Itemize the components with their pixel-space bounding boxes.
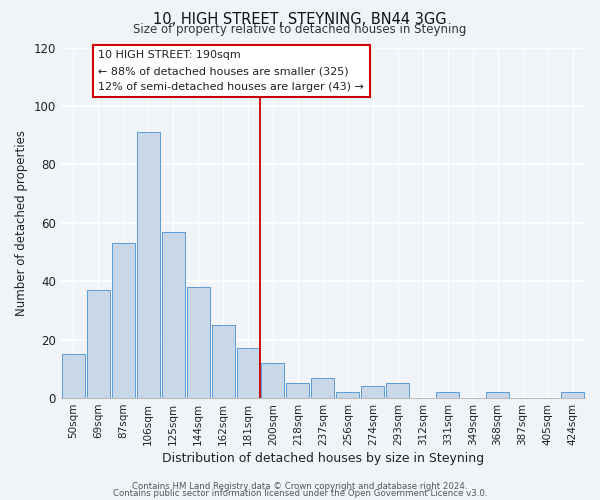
Bar: [337, 392, 359, 398]
Bar: [436, 392, 459, 398]
Bar: [361, 386, 385, 398]
Bar: [161, 232, 185, 398]
X-axis label: Distribution of detached houses by size in Steyning: Distribution of detached houses by size …: [162, 452, 484, 465]
Text: 10 HIGH STREET: 190sqm
← 88% of detached houses are smaller (325)
12% of semi-de: 10 HIGH STREET: 190sqm ← 88% of detached…: [98, 50, 364, 92]
Bar: [62, 354, 85, 398]
Y-axis label: Number of detached properties: Number of detached properties: [15, 130, 28, 316]
Bar: [236, 348, 259, 398]
Bar: [561, 392, 584, 398]
Bar: [87, 290, 110, 398]
Text: 10, HIGH STREET, STEYNING, BN44 3GG: 10, HIGH STREET, STEYNING, BN44 3GG: [153, 12, 447, 28]
Text: Size of property relative to detached houses in Steyning: Size of property relative to detached ho…: [133, 22, 467, 36]
Bar: [486, 392, 509, 398]
Bar: [262, 363, 284, 398]
Bar: [112, 243, 134, 398]
Bar: [212, 325, 235, 398]
Bar: [386, 384, 409, 398]
Text: Contains HM Land Registry data © Crown copyright and database right 2024.: Contains HM Land Registry data © Crown c…: [132, 482, 468, 491]
Bar: [187, 287, 209, 398]
Bar: [311, 378, 334, 398]
Bar: [286, 384, 310, 398]
Text: Contains public sector information licensed under the Open Government Licence v3: Contains public sector information licen…: [113, 490, 487, 498]
Bar: [137, 132, 160, 398]
